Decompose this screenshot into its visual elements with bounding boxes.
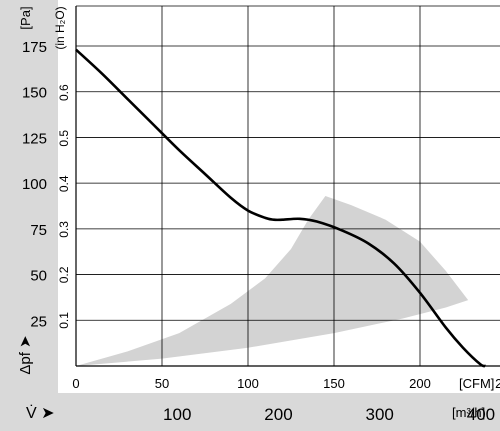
pressure-unit-label: [Pa] — [18, 6, 33, 29]
inh2o-tick-label: 0.3 — [57, 221, 71, 238]
inh2o-tick-label: 0.4 — [57, 175, 71, 192]
m3h-tick-label: 200 — [264, 405, 292, 424]
inh2o-tick-label: 0.1 — [57, 312, 71, 329]
cfm-tick-label: 200 — [409, 376, 431, 391]
curve-group — [75, 48, 486, 368]
pressure-tick-label: 125 — [22, 130, 47, 147]
cfm-tick-labels: 0 50 100 150 200 250 — [72, 376, 500, 391]
inh2o-tick-label: 0.5 — [57, 130, 71, 147]
pressure-tick-label: 25 — [30, 313, 47, 330]
bottom-axis-band — [0, 393, 500, 431]
cfm-tick-label: 150 — [323, 376, 345, 391]
pressure-tick-label: 150 — [22, 85, 47, 102]
m3h-tick-label: 300 — [366, 405, 394, 424]
performance-curve — [75, 48, 486, 368]
pressure-tick-labels: 25 50 75 100 125 150 175 — [22, 39, 47, 330]
pressure-tick-label: 100 — [22, 176, 47, 193]
operating-range-area — [76, 195, 469, 366]
pressure-axis-name: Δpf ➤ — [17, 335, 34, 374]
cfm-tick-label: 100 — [237, 376, 259, 391]
cfm-tick-label: 0 — [72, 376, 79, 391]
pressure-tick-label: 75 — [30, 222, 47, 239]
m3h-unit-label: [m³/h] — [452, 405, 485, 420]
pressure-tick-label: 50 — [30, 268, 47, 285]
cfm-tick-label: 50 — [155, 376, 169, 391]
inh2o-tick-label: 0.2 — [57, 266, 71, 283]
flow-axis-name: V̇ ➤ — [26, 404, 55, 422]
pressure-tick-label: 175 — [22, 39, 47, 56]
cfm-unit-label: [CFM] — [459, 376, 494, 391]
inh2o-tick-labels: 0.1 0.2 0.3 0.4 0.5 0.6 — [57, 84, 71, 329]
m3h-tick-labels: 100 200 300 400 — [163, 405, 495, 424]
grid — [75, 5, 500, 367]
inh2o-unit-label: (in H₂O) — [53, 6, 67, 49]
inh2o-tick-label: 0.6 — [57, 84, 71, 101]
m3h-tick-label: 400 — [467, 405, 495, 424]
cfm-tick-label: 250 — [495, 376, 500, 391]
operating-range — [76, 195, 469, 366]
left-axis-band — [0, 0, 58, 393]
m3h-tick-label: 100 — [163, 405, 191, 424]
